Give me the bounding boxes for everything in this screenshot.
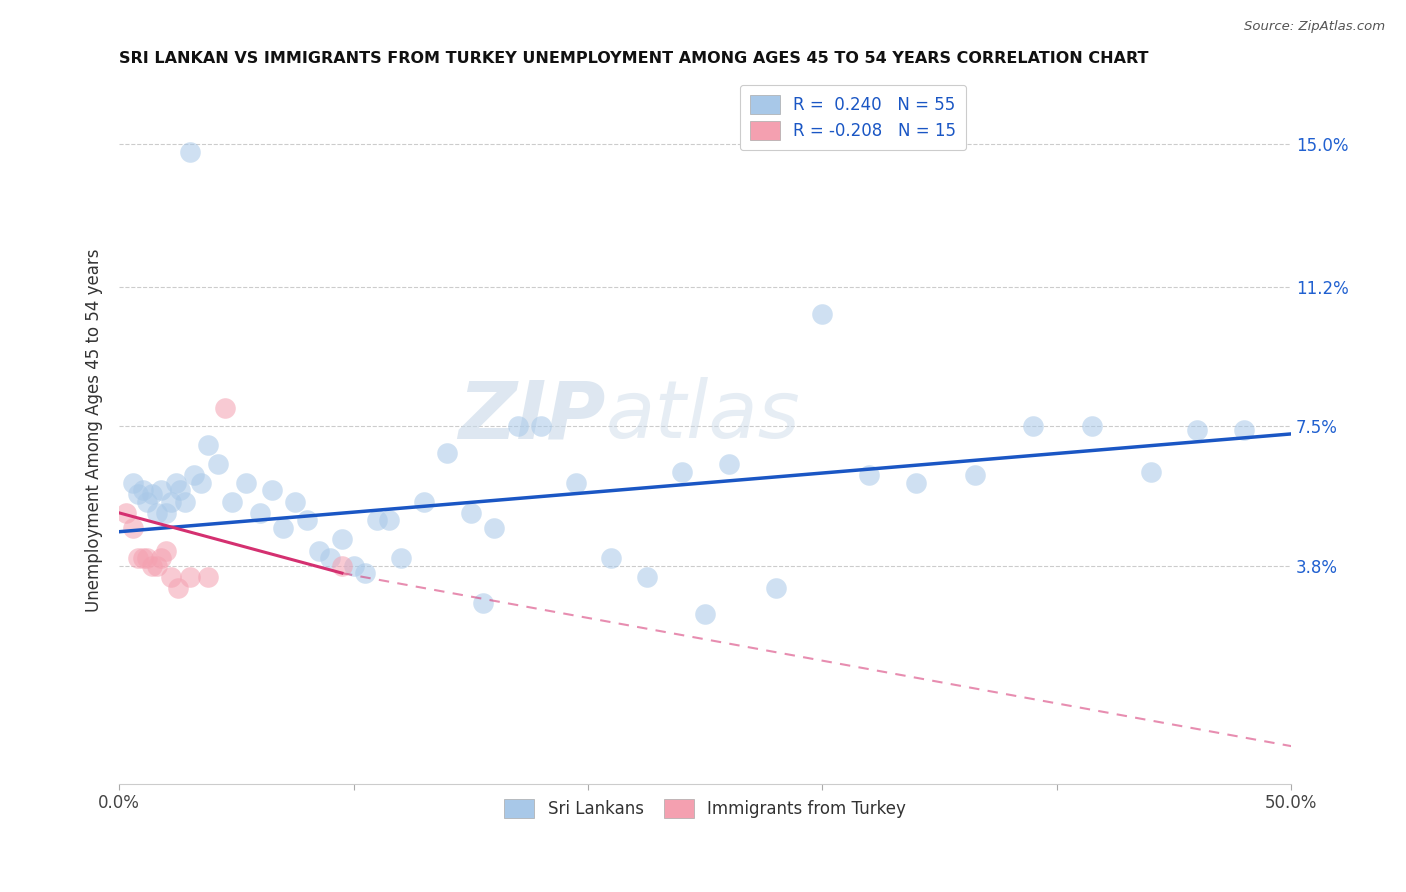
- Point: [146, 558, 169, 573]
- Point: [295, 513, 318, 527]
- Point: [1139, 465, 1161, 479]
- Point: [179, 570, 201, 584]
- Point: [366, 513, 388, 527]
- Point: [436, 446, 458, 460]
- Point: [565, 475, 588, 490]
- Point: [183, 468, 205, 483]
- Point: [249, 506, 271, 520]
- Point: [284, 494, 307, 508]
- Point: [150, 483, 173, 498]
- Point: [717, 457, 740, 471]
- Point: [197, 438, 219, 452]
- Point: [671, 465, 693, 479]
- Point: [136, 551, 159, 566]
- Point: [174, 494, 197, 508]
- Point: [160, 494, 183, 508]
- Point: [905, 475, 928, 490]
- Point: [319, 551, 342, 566]
- Point: [1187, 423, 1209, 437]
- Point: [146, 506, 169, 520]
- Point: [765, 581, 787, 595]
- Point: [460, 506, 482, 520]
- Point: [179, 145, 201, 159]
- Point: [197, 570, 219, 584]
- Point: [169, 483, 191, 498]
- Point: [141, 487, 163, 501]
- Point: [484, 521, 506, 535]
- Point: [858, 468, 880, 483]
- Point: [221, 494, 243, 508]
- Point: [600, 551, 623, 566]
- Point: [413, 494, 436, 508]
- Point: [122, 475, 145, 490]
- Point: [132, 551, 155, 566]
- Point: [530, 419, 553, 434]
- Point: [165, 475, 187, 490]
- Point: [389, 551, 412, 566]
- Point: [378, 513, 401, 527]
- Point: [167, 581, 190, 595]
- Point: [636, 570, 658, 584]
- Point: [963, 468, 986, 483]
- Text: ZIP: ZIP: [458, 377, 606, 455]
- Text: atlas: atlas: [606, 377, 800, 455]
- Point: [127, 551, 149, 566]
- Y-axis label: Unemployment Among Ages 45 to 54 years: Unemployment Among Ages 45 to 54 years: [86, 248, 103, 612]
- Point: [190, 475, 212, 490]
- Point: [506, 419, 529, 434]
- Point: [115, 506, 138, 520]
- Point: [214, 401, 236, 415]
- Point: [811, 307, 834, 321]
- Point: [308, 543, 330, 558]
- Point: [127, 487, 149, 501]
- Point: [330, 533, 353, 547]
- Point: [235, 475, 257, 490]
- Point: [1233, 423, 1256, 437]
- Point: [155, 543, 177, 558]
- Point: [122, 521, 145, 535]
- Point: [136, 494, 159, 508]
- Text: SRI LANKAN VS IMMIGRANTS FROM TURKEY UNEMPLOYMENT AMONG AGES 45 TO 54 YEARS CORR: SRI LANKAN VS IMMIGRANTS FROM TURKEY UNE…: [120, 51, 1149, 66]
- Point: [471, 596, 494, 610]
- Text: Source: ZipAtlas.com: Source: ZipAtlas.com: [1244, 20, 1385, 33]
- Point: [695, 607, 717, 622]
- Legend: Sri Lankans, Immigrants from Turkey: Sri Lankans, Immigrants from Turkey: [498, 792, 912, 825]
- Point: [207, 457, 229, 471]
- Point: [343, 558, 366, 573]
- Point: [150, 551, 173, 566]
- Point: [1022, 419, 1045, 434]
- Point: [160, 570, 183, 584]
- Point: [155, 506, 177, 520]
- Point: [132, 483, 155, 498]
- Point: [260, 483, 283, 498]
- Point: [354, 566, 377, 580]
- Point: [273, 521, 295, 535]
- Point: [1081, 419, 1104, 434]
- Point: [141, 558, 163, 573]
- Point: [330, 558, 353, 573]
